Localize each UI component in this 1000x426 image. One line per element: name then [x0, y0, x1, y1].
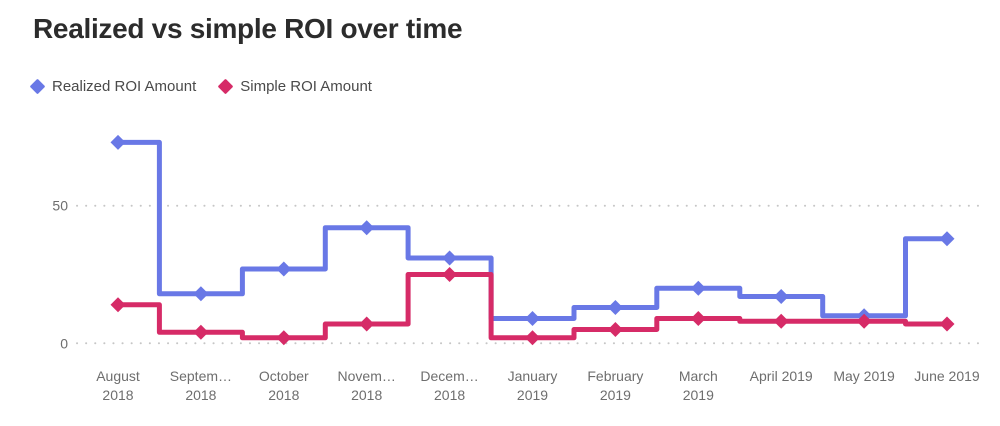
data-point-marker-0-0[interactable]	[110, 134, 126, 150]
data-point-marker-0-3[interactable]	[359, 220, 375, 236]
x-axis-tick-label: August	[96, 368, 140, 384]
x-axis-tick-label: January	[508, 368, 558, 384]
data-point-marker-1-6[interactable]	[607, 322, 623, 337]
chart-legend: Realized ROI Amount Simple ROI Amount	[29, 78, 372, 95]
data-point-marker-1-5[interactable]	[525, 330, 540, 346]
data-point-marker-0-2[interactable]	[276, 261, 292, 277]
legend-item-simple-roi[interactable]: Simple ROI Amount	[217, 78, 372, 95]
data-point-marker-1-4[interactable]	[442, 267, 458, 282]
y-axis-tick-label: 50	[52, 198, 68, 214]
data-point-marker-0-1[interactable]	[193, 286, 209, 302]
legend-label-simple-roi: Simple ROI Amount	[240, 78, 372, 95]
x-axis-tick-label: 2018	[268, 387, 299, 403]
data-point-marker-1-8[interactable]	[773, 313, 789, 329]
x-axis-tick-label: 2018	[102, 387, 133, 403]
data-point-marker-1-9[interactable]	[856, 313, 872, 329]
chart-title: Realized vs simple ROI over time	[33, 13, 463, 44]
x-axis-tick-label: 2019	[517, 387, 548, 403]
x-axis-tick-label: 2019	[600, 387, 631, 403]
x-axis-tick-label: October	[259, 368, 309, 384]
data-point-marker-0-5[interactable]	[525, 311, 540, 326]
data-point-marker-0-6[interactable]	[607, 300, 623, 315]
data-point-marker-0-7[interactable]	[690, 280, 706, 296]
legend-label-realized-roi: Realized ROI Amount	[52, 78, 197, 95]
x-axis-tick-label: 2018	[351, 387, 382, 403]
x-axis-tick-label: April 2019	[750, 368, 813, 384]
data-point-marker-1-7[interactable]	[690, 311, 706, 326]
data-point-marker-0-8[interactable]	[773, 289, 789, 304]
x-axis-tick-label: Novem…	[338, 368, 396, 384]
legend-item-realized-roi[interactable]: Realized ROI Amount	[29, 78, 197, 95]
data-point-marker-1-2[interactable]	[276, 330, 292, 346]
x-axis-tick-label: Decem…	[420, 368, 478, 384]
data-point-marker-0-4[interactable]	[442, 250, 458, 266]
data-point-marker-1-1[interactable]	[193, 324, 209, 340]
x-axis-tick-label: 2019	[683, 387, 714, 403]
data-point-marker-1-10[interactable]	[939, 316, 955, 332]
x-axis-tick-label: March	[679, 368, 718, 384]
data-point-marker-1-0[interactable]	[110, 297, 126, 313]
x-axis-tick-label: May 2019	[833, 368, 895, 384]
x-axis-tick-label: 2018	[434, 387, 465, 403]
x-axis-tick-label: February	[587, 368, 643, 384]
data-point-marker-1-3[interactable]	[359, 316, 375, 332]
data-point-marker-0-10[interactable]	[939, 231, 955, 247]
x-axis-tick-label: June 2019	[914, 368, 980, 384]
x-axis-tick-label: 2018	[185, 387, 216, 403]
series-line-0	[118, 139, 947, 321]
y-axis-tick-label: 0	[60, 335, 68, 351]
x-axis-tick-label: Septem…	[170, 368, 232, 384]
